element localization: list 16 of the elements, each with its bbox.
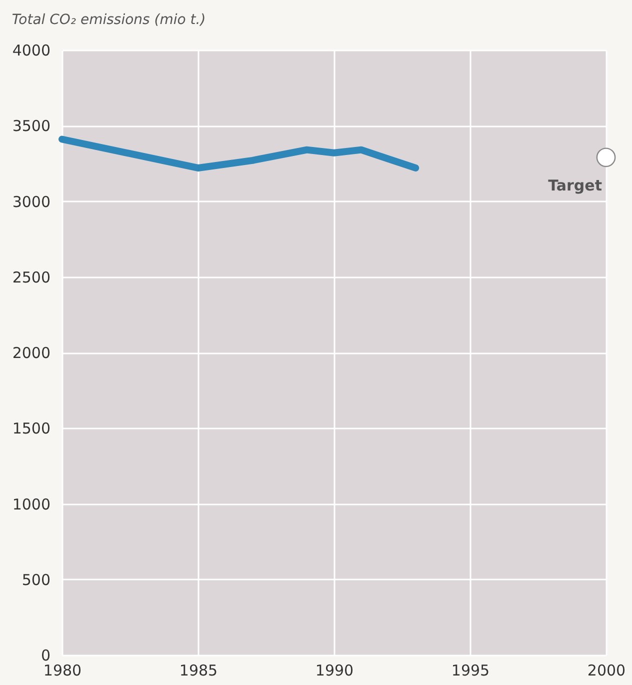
y-tick-label: 1000 <box>12 495 50 514</box>
y-tick-label: 500 <box>22 570 50 589</box>
chart-title: Total CO₂ emissions (mio t.) <box>12 12 206 28</box>
x-tick-label: 1985 <box>179 662 218 680</box>
series-label: Target <box>548 176 602 194</box>
y-tick-label: 0 <box>40 646 50 664</box>
y-tick-label: 2500 <box>12 268 50 286</box>
y-tick-label: 3000 <box>12 192 50 211</box>
y-tick-label: 3500 <box>12 117 50 136</box>
x-tick-label: 2000 <box>587 662 626 680</box>
y-tick-label: 1500 <box>12 420 50 438</box>
y-tick-label: 4000 <box>12 42 50 60</box>
x-tick-label: 1990 <box>315 662 354 680</box>
y-tick-label: 2000 <box>12 344 50 362</box>
x-tick-label: 1995 <box>451 662 490 680</box>
x-tick-label: 1980 <box>43 662 82 680</box>
